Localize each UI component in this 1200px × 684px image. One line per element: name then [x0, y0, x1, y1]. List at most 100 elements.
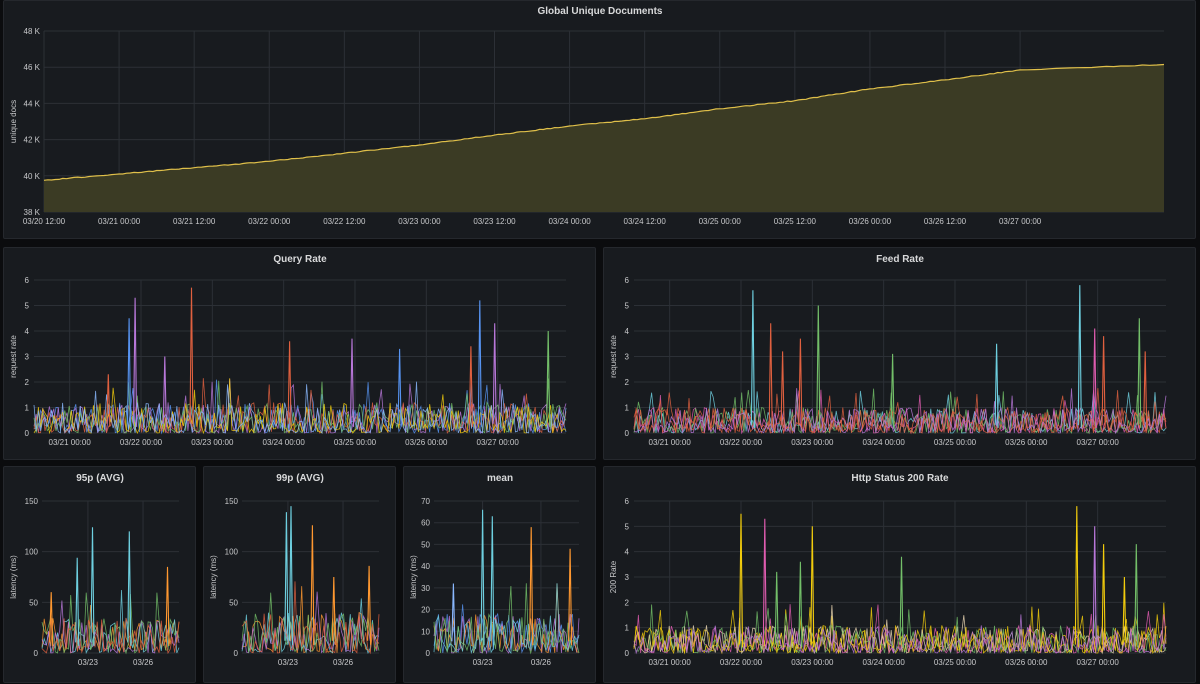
- series-line: [33, 378, 567, 435]
- y-tick-label: 60: [421, 519, 430, 528]
- x-tick-label: 03/25 00:00: [934, 658, 977, 667]
- panel-feed-rate: Feed Rate 0 1 2 3 4 5 6 03/21 00:00 03/22 00:00 0…: [603, 247, 1196, 460]
- panel-http-status-200-rate: Http Status 200 Rate 0 1 2 3 4 5 6 03/21 00:00 0…: [603, 466, 1196, 683]
- panel-95p-avg: 95p (AVG) 0 50 100 150 03/23 03/26 latency (ms…: [3, 466, 196, 683]
- y-tick-label: 3: [625, 573, 630, 582]
- spike-mark: [1143, 351, 1148, 428]
- spike-mark: [546, 330, 551, 427]
- y-tick-label: 1: [25, 404, 30, 413]
- spike-mark: [133, 297, 138, 427]
- y-tick-label: 46 K: [24, 63, 41, 72]
- x-tick-label: 03/25 12:00: [774, 217, 817, 226]
- y-tick-label: 0: [426, 649, 431, 658]
- spike-mark: [1092, 526, 1097, 648]
- series-line: [241, 598, 380, 655]
- x-tick-label: 03/26: [333, 658, 354, 667]
- series-line: [41, 600, 180, 654]
- x-tick-label: 03/26: [531, 658, 552, 667]
- x-tick-label: 03/22 00:00: [720, 438, 763, 447]
- chart-query-rate: Query Rate 0 1 2 3 4 5 6 03/21 00:00 03/22 00:00…: [9, 254, 567, 447]
- series-line: [33, 381, 567, 435]
- spike-mark: [127, 318, 132, 427]
- y-tick-label: 5: [625, 302, 630, 311]
- y-tick-label: 70: [421, 497, 430, 506]
- y-tick-label: 0: [25, 429, 30, 438]
- x-tick-label: 03/25 00:00: [934, 438, 977, 447]
- spike-mark: [890, 353, 895, 428]
- x-tick-label: 03/22 00:00: [720, 658, 763, 667]
- chart-title: 95p (AVG): [76, 473, 124, 484]
- y-tick-label: 100: [225, 548, 239, 557]
- x-tick-label: 03/24 00:00: [863, 658, 906, 667]
- x-tick-label: 03/20 12:00: [23, 217, 66, 226]
- spike-mark: [762, 518, 767, 648]
- y-tick-label: 150: [225, 497, 239, 506]
- spike-mark: [1134, 544, 1139, 648]
- series-line: [41, 592, 180, 655]
- y-tick-label: 6: [625, 276, 630, 285]
- x-tick-label: 03/21 00:00: [49, 438, 92, 447]
- spike-mark: [1137, 318, 1142, 428]
- x-tick-label: 03/26 00:00: [1005, 658, 1048, 667]
- spike-mark: [568, 548, 573, 646]
- series-line: [433, 614, 580, 655]
- x-tick-label: 03/27 00:00: [999, 217, 1042, 226]
- series-line: [33, 378, 567, 435]
- x-tick-label: 03/26 00:00: [1005, 438, 1048, 447]
- spike-mark: [1092, 328, 1097, 428]
- y-tick-label: 3: [625, 353, 630, 362]
- y-axis-label: request rate: [9, 335, 18, 378]
- spike-mark: [774, 571, 779, 648]
- spike-mark: [127, 531, 132, 646]
- x-tick-label: 03/21 12:00: [173, 217, 216, 226]
- spike-mark: [90, 527, 95, 646]
- x-tick-label: 03/23 00:00: [398, 217, 441, 226]
- y-axis-label: latency (ms): [9, 555, 18, 599]
- y-tick-label: 2: [625, 378, 630, 387]
- spike-mark: [284, 512, 289, 645]
- y-tick-label: 2: [625, 598, 630, 607]
- spike-mark: [189, 287, 194, 427]
- x-tick-label: 03/22 00:00: [120, 438, 163, 447]
- series-line: [241, 592, 380, 653]
- x-tick-label: 03/26: [133, 658, 154, 667]
- panel-global-unique-documents: Global Unique Documents 38 K 40 K 42 K 44 K…: [3, 0, 1196, 239]
- y-axis-label: latency (ms): [409, 555, 418, 599]
- y-tick-label: 6: [25, 276, 30, 285]
- chart-global-unique-documents: Global Unique Documents 38 K 40 K 42 K 44 K…: [9, 6, 1165, 226]
- x-tick-label: 03/21 00:00: [649, 438, 692, 447]
- spike-mark: [480, 509, 485, 646]
- series-line: [433, 583, 580, 654]
- y-tick-label: 2: [25, 378, 30, 387]
- spike-mark: [106, 374, 111, 427]
- series-line: [43, 63, 1165, 181]
- y-tick-label: 0: [625, 649, 630, 658]
- panel-mean: mean 0 10 20 30 40 50 60 70 03/23 03/26 latency (m…: [403, 466, 596, 683]
- spike-mark: [492, 323, 497, 427]
- x-tick-label: 03/24 00:00: [263, 438, 306, 447]
- x-tick-label: 03/23 00:00: [791, 438, 834, 447]
- y-tick-label: 0: [234, 649, 239, 658]
- x-tick-label: 03/23 00:00: [791, 658, 834, 667]
- y-tick-label: 50: [229, 598, 238, 607]
- x-tick-label: 03/22 00:00: [248, 217, 291, 226]
- spike-mark: [477, 300, 482, 427]
- x-tick-label: 03/22 12:00: [323, 217, 366, 226]
- x-tick-label: 03/26 00:00: [849, 217, 892, 226]
- y-tick-label: 1: [625, 624, 630, 633]
- y-tick-label: 48 K: [24, 27, 41, 36]
- x-tick-label: 03/27 00:00: [1077, 438, 1120, 447]
- x-tick-label: 03/26 12:00: [924, 217, 967, 226]
- spike-mark: [816, 305, 821, 428]
- y-axis-label: unique docs: [9, 100, 18, 143]
- spike-mark: [310, 525, 315, 645]
- chart-title: Feed Rate: [876, 254, 924, 265]
- chart-mean: mean 0 10 20 30 40 50 60 70 03/23 03/26 latency (m…: [409, 473, 580, 667]
- y-tick-label: 38 K: [24, 208, 41, 217]
- y-tick-label: 4: [625, 548, 630, 557]
- x-tick-label: 03/24 12:00: [624, 217, 667, 226]
- spike-mark: [75, 557, 80, 646]
- y-axis-label: 200 Rate: [609, 560, 618, 593]
- chart-http-status-200-rate: Http Status 200 Rate 0 1 2 3 4 5 6 03/21 00:00 0…: [609, 473, 1167, 667]
- spike-mark: [349, 338, 355, 427]
